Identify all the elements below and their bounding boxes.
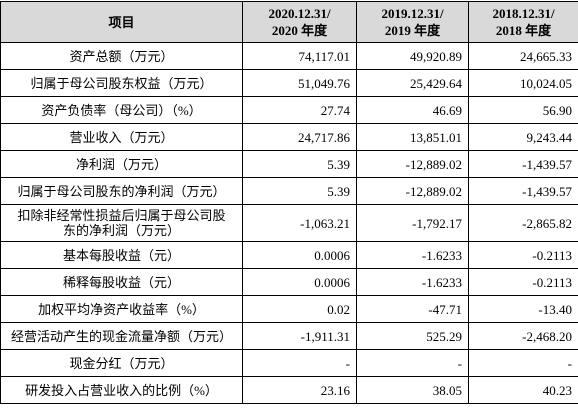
value-cell: 0.02 bbox=[243, 296, 357, 323]
value-cell: 49,920.89 bbox=[357, 43, 469, 70]
header-cell: 2020.12.31/2020 年度 bbox=[243, 2, 357, 43]
header-cell: 2019.12.31/2019 年度 bbox=[357, 2, 469, 43]
cell-line: 2019 年度 bbox=[363, 22, 462, 39]
value-cell: -12,889.02 bbox=[357, 151, 469, 178]
table-row: 基本每股收益（元） 0.0006-1.6233-0.2113 bbox=[1, 242, 578, 269]
value-cell: 25,429.64 bbox=[357, 70, 469, 97]
cell-line: 稀释每股收益（元） bbox=[7, 275, 236, 290]
value-cell: -1,063.21 bbox=[243, 205, 357, 242]
cell-line: 净利润（万元） bbox=[7, 157, 236, 172]
cell-line: 2018 年度 bbox=[475, 22, 572, 39]
cell-line: 资产总额（万元） bbox=[7, 49, 236, 64]
row-label: 归属于母公司股东的净利润（万元） bbox=[1, 178, 243, 205]
row-label: 资产负债率（母公司）（%） bbox=[1, 97, 243, 124]
value-cell: 24,717.86 bbox=[243, 124, 357, 151]
cell-line: 现金分红（万元） bbox=[7, 356, 236, 371]
row-label: 现金分红（万元） bbox=[1, 350, 243, 377]
row-label: 资产总额（万元） bbox=[1, 43, 243, 70]
value-cell: -1,792.17 bbox=[357, 205, 469, 242]
cell-line: 经营活动产生的现金流量净额（万元） bbox=[7, 329, 236, 344]
cell-line: 扣除非经常性损益后归属于母公司股 bbox=[7, 208, 236, 223]
value-cell: 56.90 bbox=[469, 97, 578, 124]
cell-line: 基本每股收益（元） bbox=[7, 248, 236, 263]
value-cell: -0.2113 bbox=[469, 242, 578, 269]
value-cell: 38.05 bbox=[357, 377, 469, 404]
value-cell: 46.69 bbox=[357, 97, 469, 124]
row-label: 净利润（万元） bbox=[1, 151, 243, 178]
value-cell: - bbox=[469, 350, 578, 377]
cell-line: 研发投入占营业收入的比例（%） bbox=[7, 383, 236, 398]
cell-line: 归属于母公司股东的净利润（万元） bbox=[7, 184, 236, 199]
value-cell: -13.40 bbox=[469, 296, 578, 323]
table-row: 扣除非经常性损益后归属于母公司股东的净利润（万元）-1,063.21-1,792… bbox=[1, 205, 578, 242]
value-cell: 40.23 bbox=[469, 377, 578, 404]
value-cell: 525.29 bbox=[357, 323, 469, 350]
value-cell: - bbox=[243, 350, 357, 377]
table-row: 现金分红（万元）--- bbox=[1, 350, 578, 377]
row-label: 基本每股收益（元） bbox=[1, 242, 243, 269]
cell-line: 加权平均净资产收益率（%） bbox=[7, 302, 236, 317]
table-row: 净利润（万元） 5.39-12,889.02-1,439.57 bbox=[1, 151, 578, 178]
value-cell: -2,865.82 bbox=[469, 205, 578, 242]
value-cell: 51,049.76 bbox=[243, 70, 357, 97]
cell-line: 资产负债率（母公司）（%） bbox=[7, 103, 236, 118]
value-cell: 10,024.05 bbox=[469, 70, 578, 97]
value-cell: -12,889.02 bbox=[357, 178, 469, 205]
cell-line: 归属于母公司股东权益（万元） bbox=[7, 76, 236, 91]
value-cell: -1.6233 bbox=[357, 242, 469, 269]
value-cell: 5.39 bbox=[243, 151, 357, 178]
row-label: 经营活动产生的现金流量净额（万元） bbox=[1, 323, 243, 350]
table-row: 稀释每股收益（元） 0.0006-1.6233-0.2113 bbox=[1, 269, 578, 296]
value-cell: 74,117.01 bbox=[243, 43, 357, 70]
value-cell: 13,851.01 bbox=[357, 124, 469, 151]
table-row: 归属于母公司股东的净利润（万元） 5.39-12,889.02-1,439.57 bbox=[1, 178, 578, 205]
value-cell: 24,665.33 bbox=[469, 43, 578, 70]
row-label: 加权平均净资产收益率（%） bbox=[1, 296, 243, 323]
value-cell: 23.16 bbox=[243, 377, 357, 404]
cell-line: 东的净利润（万元） bbox=[7, 223, 236, 238]
header-cell: 项目 bbox=[1, 2, 243, 43]
value-cell: -1,439.57 bbox=[469, 151, 578, 178]
value-cell: 0.0006 bbox=[243, 269, 357, 296]
value-cell: 0.0006 bbox=[243, 242, 357, 269]
cell-line: 2020.12.31/ bbox=[249, 5, 350, 22]
row-label: 研发投入占营业收入的比例（%） bbox=[1, 377, 243, 404]
cell-line: 2018.12.31/ bbox=[475, 5, 572, 22]
cell-line: 2020 年度 bbox=[249, 22, 350, 39]
row-label: 营业收入（万元） bbox=[1, 124, 243, 151]
value-cell: -2,468.20 bbox=[469, 323, 578, 350]
cell-line: 2019.12.31/ bbox=[363, 5, 462, 22]
value-cell: 9,243.44 bbox=[469, 124, 578, 151]
value-cell: -47.71 bbox=[357, 296, 469, 323]
value-cell: - bbox=[357, 350, 469, 377]
row-label: 归属于母公司股东权益（万元） bbox=[1, 70, 243, 97]
value-cell: -1.6233 bbox=[357, 269, 469, 296]
value-cell: 27.74 bbox=[243, 97, 357, 124]
row-label: 稀释每股收益（元） bbox=[1, 269, 243, 296]
cell-line: 项目 bbox=[7, 14, 236, 31]
row-label: 扣除非经常性损益后归属于母公司股东的净利润（万元） bbox=[1, 205, 243, 242]
value-cell: -1,911.31 bbox=[243, 323, 357, 350]
header-cell: 2018.12.31/2018 年度 bbox=[469, 2, 578, 43]
value-cell: 5.39 bbox=[243, 178, 357, 205]
cell-line: 营业收入（万元） bbox=[7, 130, 236, 145]
value-cell: -1,439.57 bbox=[469, 178, 578, 205]
table-row: 加权平均净资产收益率（%） 0.02-47.71-13.40 bbox=[1, 296, 578, 323]
value-cell: -0.2113 bbox=[469, 269, 578, 296]
